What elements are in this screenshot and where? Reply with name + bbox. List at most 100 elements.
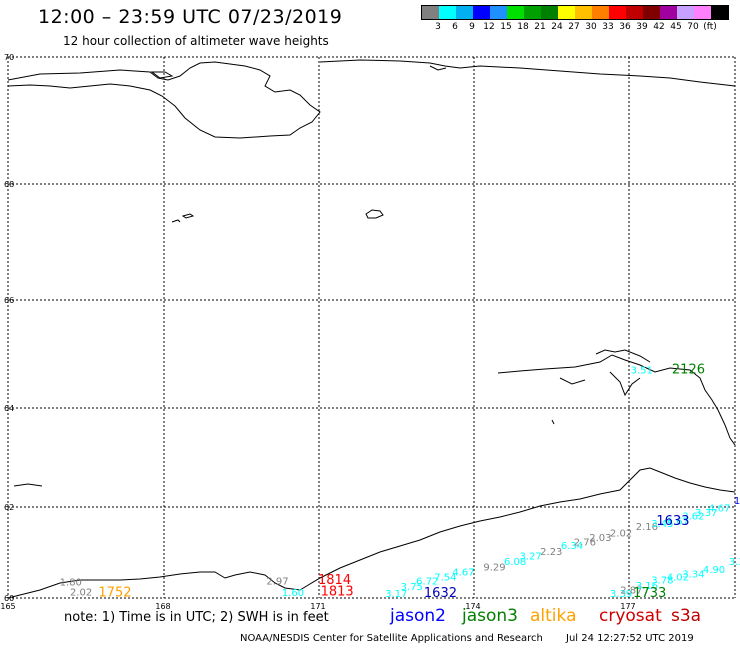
small-island-2 [171, 219, 181, 223]
wave-height-value: 2.23 [540, 547, 562, 558]
colorbar-swatch [626, 6, 643, 19]
wave-height-value: 4.67 [708, 504, 730, 515]
latitude-label: 66 [4, 296, 14, 305]
wave-height-value: 3.45 [651, 519, 673, 530]
wave-height-value: 3.78 [651, 575, 673, 586]
colorbar-swatch [439, 6, 456, 19]
colorbar-tick-label: 30 [585, 22, 597, 32]
colorbar-swatch [541, 6, 558, 19]
small-island-3 [181, 213, 195, 219]
longitude-label: 177 [620, 602, 635, 611]
pass-time-label: 1813 [321, 585, 354, 600]
wave-height-value: 3.16 [636, 581, 658, 592]
colorbar-swatch [507, 6, 524, 19]
colorbar-labels: 3 6 9 12 15 18 21 24 27 30 33 36 39 42 45 70 (ft) [421, 22, 729, 34]
chukotka-north-coast [7, 61, 321, 139]
colorbar-tick-label: 42 [653, 22, 665, 32]
colorbar-tick-label: 45 [670, 22, 682, 32]
longitude-label: 168 [155, 602, 170, 611]
latitude-label: 68 [4, 180, 14, 189]
colorbar-swatch [473, 6, 490, 19]
bay-detail [595, 349, 651, 363]
wave-height-value: 3.17 [385, 589, 407, 600]
colorbar-swatch [490, 6, 507, 19]
small-island-5 [13, 483, 43, 487]
wave-height-value: 4.67 [452, 567, 474, 578]
colorbar-tick-label: 9 [469, 22, 475, 32]
wave-height-value: 3.51 [631, 365, 653, 376]
wave-height-value: 2.76 [574, 538, 596, 549]
wave-height-observations: 2.021.80 2.971.60 3.173.756.727.544.67 9.29… [60, 365, 740, 600]
map-title: 12:00 – 23:59 UTC 07/23/2019 [38, 6, 343, 28]
coastline [7, 59, 736, 599]
colorbar-swatch [575, 6, 592, 19]
satellite-cryosat: cryosat [599, 606, 662, 626]
pass-time-label: 2126 [672, 362, 705, 377]
colorbar-tick-label: 6 [452, 22, 458, 32]
colorbar-tick-label: 18 [517, 22, 529, 32]
colorbar-tick-label: (ft) [703, 22, 717, 32]
longitude-label: 174 [465, 602, 480, 611]
wave-height-value: 3.34 [682, 570, 704, 581]
credit-line: NOAA/NESDIS Center for Satellite Applica… [240, 633, 543, 644]
pass-time-label: 1814 [318, 573, 351, 588]
colorbar-tick-label: 39 [636, 22, 648, 32]
lagoon [150, 71, 174, 79]
colorbar-swatch [422, 6, 439, 19]
chukotka-north-coast-east [319, 59, 736, 87]
colorbar-swatch [694, 6, 711, 19]
colorbar-swatch [677, 6, 694, 19]
colorbar-tick-label: 15 [500, 22, 512, 32]
latitude-label: 62 [4, 503, 14, 512]
wave-height-value: 9.29 [483, 563, 505, 574]
colorbar-swatch [592, 6, 609, 19]
pass-time-label: 1752 [98, 586, 131, 601]
small-island-1 [365, 209, 384, 219]
satellite-altika: altika [530, 606, 577, 626]
latitude-label: 70 [4, 53, 14, 62]
longitude-label: 171 [310, 602, 325, 611]
wave-height-value: 2.02 [70, 588, 92, 599]
generated-timestamp: Jul 24 12:27:52 UTC 2019 [566, 633, 694, 644]
wave-height-value: 3.27 [520, 551, 542, 562]
satellite-jason3: jason3 [462, 606, 518, 626]
units-note: note: 1) Time is in UTC; 2) SWH is in fe… [64, 610, 329, 625]
wave-height-value: 2.02 [610, 529, 632, 540]
colorbar-swatch [711, 6, 728, 19]
colorbar-swatch [660, 6, 677, 19]
wave-height-value: 3.62 [682, 512, 704, 523]
colorbar-swatch [456, 6, 473, 19]
chukotka-east-coast [497, 354, 736, 446]
longitude-label: 165 [0, 602, 15, 611]
wave-height-colorbar: 3 6 9 12 15 18 21 24 27 30 33 36 39 42 45 70 (ft) [421, 5, 729, 34]
latitude-label: 64 [4, 404, 14, 413]
wave-height-value: 6.08 [504, 557, 526, 568]
map-subtitle: 12 hour collection of altimeter wave hei… [63, 34, 329, 48]
colorbar-swatch [643, 6, 660, 19]
wave-height-value: 4.90 [703, 565, 725, 576]
colorbar-swatch [558, 6, 575, 19]
wave-height-value: 6.72 [416, 576, 438, 587]
wave-height-value: 3.33 [729, 557, 740, 568]
bay-inlet [429, 65, 447, 71]
wave-height-value: 10.07 [734, 496, 740, 507]
wave-height-value: 2.16 [636, 522, 658, 533]
colorbar-swatch [524, 6, 541, 19]
colorbar-tick-label: 27 [568, 22, 580, 32]
pass-time-label: 1632 [424, 586, 457, 601]
satellite-jason2: jason2 [390, 606, 446, 626]
wave-height-value: 3.39 [610, 589, 632, 600]
wave-height-value: 2.03 [589, 533, 611, 544]
wave-height-value: 6.34 [561, 541, 583, 552]
colorbar-tick-label: 12 [483, 22, 495, 32]
koryak-coast [7, 467, 736, 599]
colorbar-tick-label: 3 [435, 22, 441, 32]
pass-time-label: 1733 [633, 586, 666, 601]
wave-height-value: 7.54 [434, 573, 456, 584]
wave-height-value: 4.02 [667, 573, 689, 584]
colorbar-tick-label: 24 [551, 22, 563, 32]
graticule [7, 56, 736, 599]
colorbar-tick-label: 70 [687, 22, 699, 32]
